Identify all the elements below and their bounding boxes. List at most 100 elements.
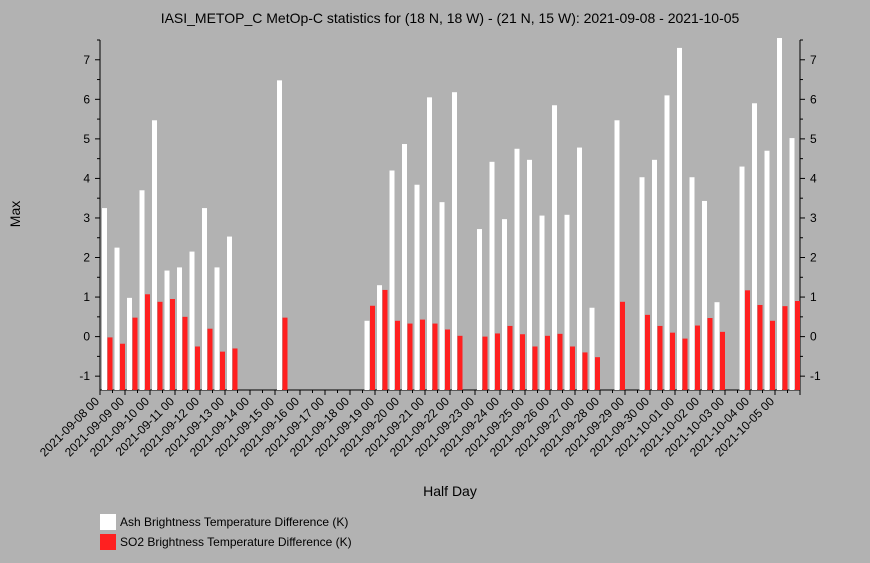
bar-ash bbox=[614, 120, 620, 391]
bar-so2 bbox=[645, 314, 650, 390]
bar-ash bbox=[589, 307, 595, 390]
bar-ash bbox=[227, 236, 232, 390]
bar-so2 bbox=[620, 301, 625, 390]
legend-item-ash: Ash Brightness Temperature Difference (K… bbox=[100, 512, 352, 532]
bar-so2 bbox=[770, 320, 775, 390]
bar-so2 bbox=[370, 305, 375, 390]
legend-label-so2: SO2 Brightness Temperature Difference (K… bbox=[120, 535, 352, 549]
bar-so2 bbox=[282, 317, 288, 390]
bar-ash bbox=[377, 285, 382, 390]
bar-ash bbox=[552, 105, 557, 390]
bar-ash bbox=[689, 177, 695, 390]
y-tick-label-right: 3 bbox=[810, 211, 817, 225]
bar-ash bbox=[777, 38, 782, 391]
y-tick-label: 0 bbox=[83, 330, 90, 344]
legend-swatch-so2 bbox=[100, 534, 116, 550]
bar-ash bbox=[202, 208, 207, 390]
bar-ash bbox=[514, 148, 520, 390]
bar-ash bbox=[389, 170, 395, 390]
y-tick-label-right: 1 bbox=[810, 290, 817, 304]
bar-ash bbox=[114, 247, 120, 390]
bar-so2 bbox=[157, 301, 163, 390]
y-tick-label-right: 4 bbox=[810, 171, 817, 185]
bar-so2 bbox=[720, 331, 725, 390]
bar-so2 bbox=[495, 333, 500, 390]
x-axis-label: Half Day bbox=[423, 483, 477, 499]
bar-ash bbox=[702, 200, 707, 390]
y-tick-label: 3 bbox=[83, 211, 90, 225]
bar-so2 bbox=[795, 301, 800, 390]
bar-ash bbox=[652, 159, 657, 390]
bar-so2 bbox=[420, 319, 425, 390]
bar-so2 bbox=[207, 328, 213, 390]
bar-so2 bbox=[232, 348, 238, 390]
bar-so2 bbox=[445, 329, 450, 390]
bar-so2 bbox=[682, 338, 688, 390]
bar-ash bbox=[764, 150, 770, 390]
bar-ash bbox=[539, 215, 545, 390]
bar-so2 bbox=[195, 346, 200, 390]
bar-so2 bbox=[782, 306, 788, 390]
bar-so2 bbox=[482, 336, 488, 390]
bar-ash bbox=[177, 267, 182, 390]
bar-so2 bbox=[695, 325, 700, 390]
bar-so2 bbox=[182, 316, 188, 390]
bar-so2 bbox=[707, 318, 713, 390]
bar-ash bbox=[714, 302, 720, 390]
y-tick-label-right: 0 bbox=[810, 330, 817, 344]
y-tick-label: 4 bbox=[83, 171, 90, 185]
bar-so2 bbox=[532, 346, 538, 390]
legend: Ash Brightness Temperature Difference (K… bbox=[100, 512, 352, 552]
bar-ash bbox=[439, 202, 445, 390]
bar-ash bbox=[364, 320, 370, 390]
bar-so2 bbox=[595, 357, 600, 390]
bar-ash bbox=[752, 103, 757, 391]
y-tick-label: 1 bbox=[83, 290, 90, 304]
bar-ash bbox=[402, 144, 407, 390]
bar-so2 bbox=[407, 323, 413, 390]
y-tick-label: 2 bbox=[83, 251, 90, 265]
bar-ash bbox=[164, 270, 170, 390]
bar-ash bbox=[189, 251, 195, 390]
bar-ash bbox=[564, 214, 570, 390]
bar-so2 bbox=[657, 325, 663, 390]
legend-item-so2: SO2 Brightness Temperature Difference (K… bbox=[100, 532, 352, 552]
bar-so2 bbox=[670, 332, 675, 390]
bar-ash bbox=[127, 297, 132, 390]
bar-so2 bbox=[757, 304, 763, 390]
bar-so2 bbox=[507, 325, 513, 390]
y-tick-label-right: 7 bbox=[810, 53, 817, 67]
y-tick-label-right: 2 bbox=[810, 251, 817, 265]
bar-ash bbox=[664, 95, 670, 390]
y-tick-label: -1 bbox=[79, 369, 90, 383]
bar-ash bbox=[739, 166, 745, 390]
bar-ash bbox=[489, 161, 495, 390]
bar-ash bbox=[502, 219, 507, 390]
bar-ash bbox=[639, 177, 645, 390]
bar-so2 bbox=[582, 352, 588, 390]
y-tick-label: 6 bbox=[83, 92, 90, 106]
bar-ash bbox=[789, 138, 795, 390]
bar-ash bbox=[577, 147, 582, 390]
bar-so2 bbox=[545, 335, 550, 390]
bar-so2 bbox=[145, 294, 150, 390]
bar-so2 bbox=[557, 333, 563, 390]
legend-label-ash: Ash Brightness Temperature Difference (K… bbox=[120, 515, 349, 529]
bar-ash bbox=[214, 267, 220, 390]
bar-so2 bbox=[432, 323, 438, 390]
bar-so2 bbox=[170, 299, 175, 390]
y-tick-label-right: 6 bbox=[810, 92, 817, 106]
bar-ash bbox=[452, 92, 457, 390]
bar-so2 bbox=[120, 343, 125, 390]
bar-so2 bbox=[220, 351, 225, 390]
bar-ash bbox=[527, 159, 532, 390]
bar-so2 bbox=[395, 320, 400, 390]
chart-title: IASI_METOP_C MetOp-C statistics for (18 … bbox=[161, 10, 740, 26]
bar-ash bbox=[277, 80, 282, 390]
legend-swatch-ash bbox=[100, 514, 116, 530]
bar-ash bbox=[477, 229, 482, 390]
bar-ash bbox=[414, 184, 420, 390]
bar-ash bbox=[139, 190, 145, 390]
